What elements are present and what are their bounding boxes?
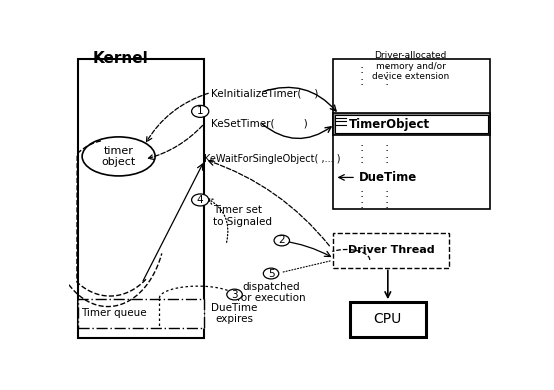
Circle shape	[263, 268, 279, 279]
Circle shape	[192, 105, 209, 117]
Circle shape	[227, 289, 242, 300]
Text: CPU: CPU	[374, 312, 402, 326]
Text: 5: 5	[268, 269, 274, 278]
Circle shape	[192, 194, 209, 206]
Bar	[78, 59, 204, 338]
Text: DueTime
expires: DueTime expires	[212, 303, 258, 324]
Text: KeInitializeTimer(    ): KeInitializeTimer( )	[211, 89, 319, 98]
Text: Driver Thread: Driver Thread	[348, 245, 434, 255]
Text: 3: 3	[231, 289, 238, 300]
Text: timer
object: timer object	[101, 145, 136, 167]
Text: dispatched
for execution: dispatched for execution	[237, 282, 305, 303]
Text: :: :	[359, 153, 363, 166]
Text: 2: 2	[279, 236, 285, 245]
Text: :: :	[385, 75, 389, 88]
Text: :: :	[385, 153, 389, 166]
Circle shape	[274, 235, 290, 246]
Text: KeSetTimer(         ): KeSetTimer( )	[211, 119, 307, 128]
Text: :: :	[359, 198, 363, 211]
Text: TimerObject: TimerObject	[348, 118, 430, 131]
Text: :: :	[359, 75, 363, 88]
Text: :: :	[385, 188, 389, 200]
Text: :: :	[385, 198, 389, 211]
Bar	[351, 302, 425, 337]
Text: DueTime: DueTime	[359, 171, 417, 184]
Bar	[334, 113, 490, 135]
Text: KeWaitForSingleObject( ,... ): KeWaitForSingleObject( ,... )	[204, 154, 341, 165]
Bar	[336, 115, 488, 133]
Bar	[334, 59, 490, 209]
Bar	[334, 233, 449, 268]
Text: Kernel: Kernel	[93, 51, 148, 66]
Text: 1: 1	[197, 106, 203, 116]
Text: :: :	[359, 188, 363, 200]
Ellipse shape	[82, 137, 155, 176]
Text: Driver-allocated
memory and/or
device extension: Driver-allocated memory and/or device ex…	[372, 51, 449, 81]
Text: :: :	[359, 63, 363, 76]
Bar	[78, 299, 204, 328]
Text: :: :	[385, 63, 389, 76]
Text: Timer queue: Timer queue	[81, 308, 147, 319]
Text: :: :	[385, 141, 389, 154]
Text: 4: 4	[197, 195, 203, 205]
Text: Timer set
to Signaled: Timer set to Signaled	[213, 206, 272, 227]
Text: :: :	[359, 141, 363, 154]
